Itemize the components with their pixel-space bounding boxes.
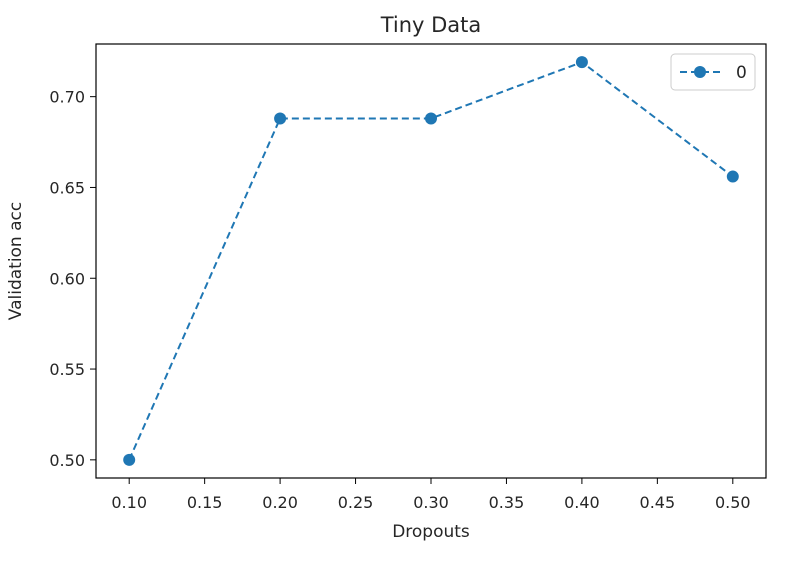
y-tick-label: 0.55 — [49, 360, 85, 379]
data-point — [575, 56, 588, 69]
plot-frame — [95, 43, 767, 479]
x-axis-ticks: 0.10 0.15 0.20 0.25 0.30 0.35 0.40 0.45 0.50 — [111, 478, 751, 512]
y-axis-ticks: 0.50 0.55 0.60 0.65 0.70 — [49, 88, 96, 470]
x-tick-label: 0.50 — [715, 493, 751, 512]
data-point — [425, 112, 437, 125]
chart-title: Tiny Data — [380, 13, 482, 37]
data-point — [726, 170, 739, 183]
x-tick-label: 0.30 — [413, 493, 449, 512]
x-tick-label: 0.20 — [262, 493, 298, 512]
legend-marker-swatch — [694, 66, 706, 78]
legend-label: 0 — [736, 63, 747, 83]
series-layer — [123, 56, 739, 466]
x-tick-label: 0.35 — [489, 493, 525, 512]
y-axis-label: Validation acc — [6, 202, 26, 320]
x-tick-label: 0.45 — [640, 493, 676, 512]
y-tick-label: 0.60 — [49, 269, 85, 288]
y-tick-label: 0.70 — [49, 88, 85, 107]
data-point — [123, 453, 136, 466]
x-tick-label: 0.40 — [564, 493, 600, 512]
x-axis-label: Dropouts — [392, 522, 470, 542]
y-tick-label: 0.65 — [49, 178, 85, 197]
y-tick-label: 0.50 — [49, 451, 85, 470]
x-tick-label: 0.10 — [111, 493, 147, 512]
legend: 0 — [670, 53, 756, 91]
series-line — [128, 61, 734, 461]
data-point — [274, 112, 287, 125]
x-tick-label: 0.15 — [187, 493, 223, 512]
x-tick-label: 0.25 — [338, 493, 374, 512]
